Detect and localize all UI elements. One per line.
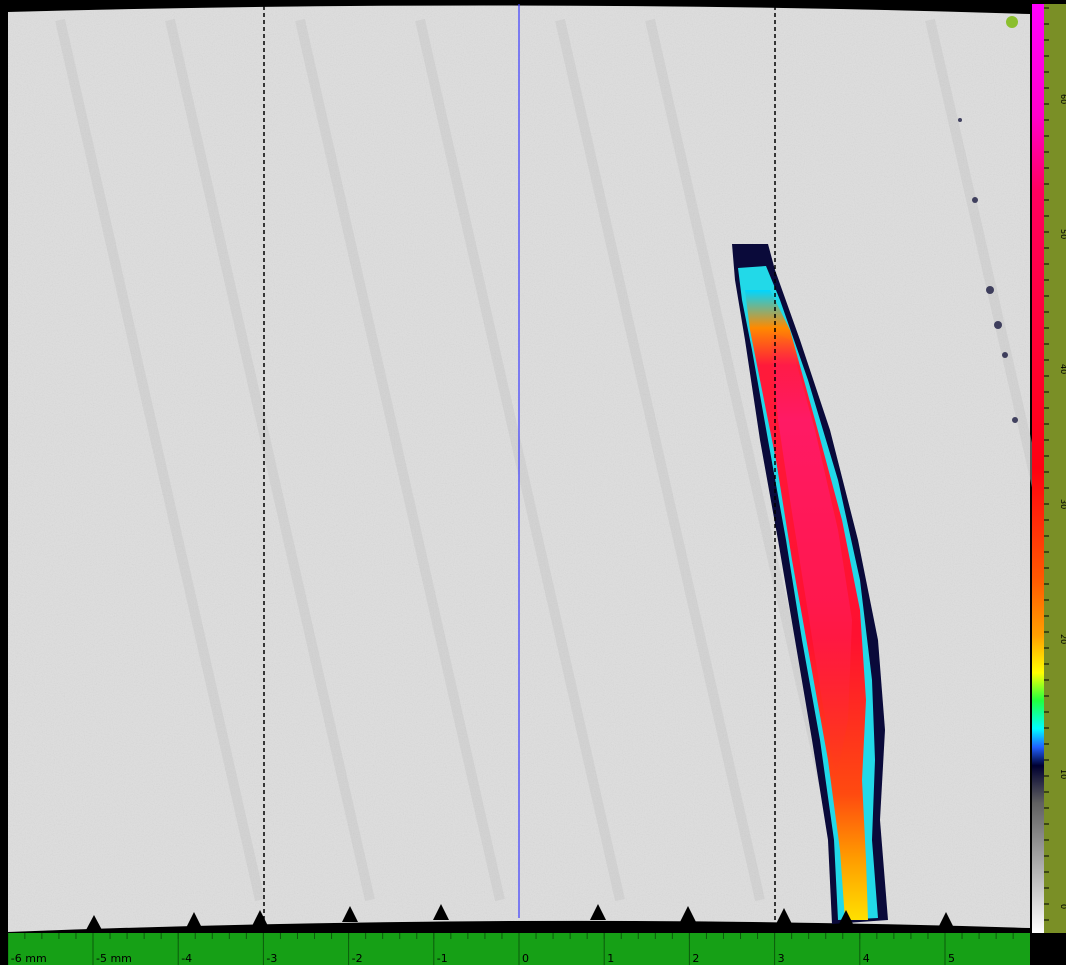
vertical-scale: 60 50 40 30 20 10 0 (1044, 4, 1066, 933)
hscale-label: 1 (607, 952, 614, 965)
indicator-dot (1006, 16, 1018, 28)
hscale-label: -6 mm (11, 952, 47, 965)
hscale-label: 3 (778, 952, 785, 965)
vscale-label: 10 (1059, 769, 1066, 779)
hscale-label: -2 (352, 952, 363, 965)
ultrasound-scan-view[interactable] (0, 0, 1032, 933)
vscale-label: 40 (1059, 364, 1066, 374)
hscale-label: 5 (948, 952, 955, 965)
vscale-label: 30 (1059, 499, 1066, 509)
hscale-label: -5 mm (96, 952, 132, 965)
defect-core (770, 330, 852, 780)
edge-speckle (958, 118, 1018, 423)
amplitude-color-scale (1032, 4, 1044, 933)
hscale-label: -3 (266, 952, 277, 965)
hscale-label: 2 (692, 952, 699, 965)
hscale-label: -4 (181, 952, 192, 965)
hscale-label: 0 (522, 952, 529, 965)
vscale-label: 60 (1059, 94, 1066, 104)
vscale-label: 20 (1059, 634, 1066, 644)
hscale-label: 4 (863, 952, 870, 965)
vscale-label: 0 (1059, 904, 1066, 909)
bottom-markers (86, 904, 954, 930)
hscale-label: -1 (437, 952, 448, 965)
vscale-label: 50 (1059, 229, 1066, 239)
horizontal-scale: -6 mm -5 mm -4 -3 -2 -1 0 1 2 3 4 5 (8, 933, 1030, 965)
